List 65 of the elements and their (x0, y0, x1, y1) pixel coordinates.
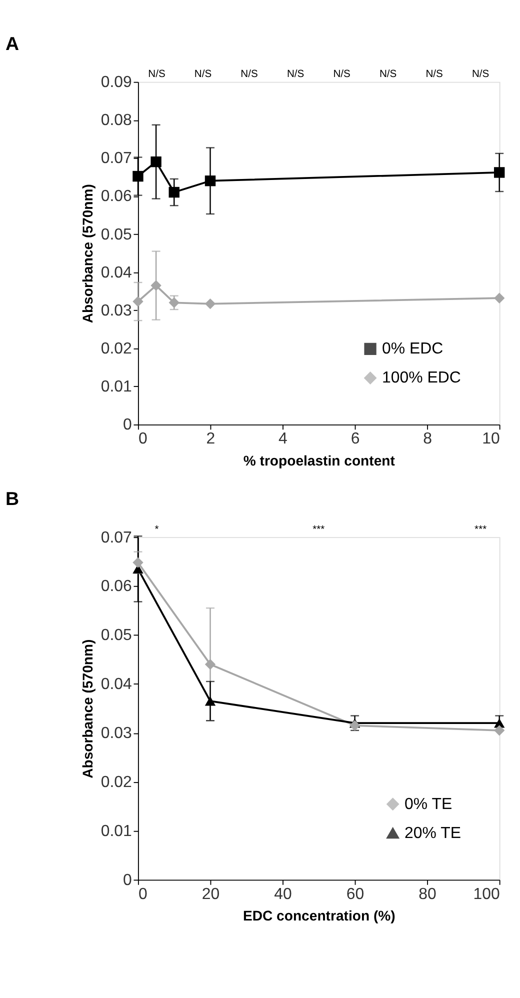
point (132, 170, 144, 182)
text: N/S (240, 69, 258, 80)
text: N/S (286, 69, 304, 80)
y-axis-title: Absorbance (570nm) (79, 639, 96, 778)
legend-label: 0% EDC (382, 340, 444, 358)
y-tick-label: 0.04 (100, 264, 132, 282)
x-axis-title: EDC concentration (%) (242, 908, 396, 924)
y-axis-title: Absorbance (570nm) (79, 184, 96, 324)
text: N/S (333, 69, 351, 80)
y-tick-label: 0.04 (100, 676, 132, 694)
chart-title: B (6, 488, 20, 510)
legend-label: 20% TE (404, 824, 461, 842)
legend-label: 100% EDC (382, 370, 461, 387)
y-tick-label: 0.03 (100, 725, 132, 742)
x-tick-label: 0 (138, 430, 148, 448)
text: N/S (148, 69, 166, 80)
point (204, 696, 216, 706)
x-tick-label: 100 (473, 886, 500, 903)
text: *** (312, 524, 325, 536)
point (132, 557, 144, 568)
text: N/S (194, 69, 212, 80)
legend-label: 0% TE (404, 796, 452, 813)
text: *** (474, 524, 487, 536)
y-tick-label: 0.03 (100, 302, 132, 320)
x-tick-label: 40 (274, 886, 292, 903)
x-tick-label: 2 (206, 430, 216, 448)
point (204, 659, 216, 670)
point (349, 720, 360, 731)
x-tick-label: 6 (350, 430, 360, 448)
y-tick-label: 0 (123, 416, 132, 434)
y-tick-label: 0.08 (100, 112, 132, 130)
y-tick-label: 0 (123, 872, 132, 889)
y-tick-label: 0.06 (100, 578, 132, 596)
y-tick-label: 0.01 (100, 378, 132, 396)
y-tick-label: 0.02 (100, 774, 132, 791)
text: N/S (426, 69, 444, 80)
x-tick-label: 60 (346, 886, 364, 903)
x-tick-label: 4 (278, 430, 288, 448)
y-tick-label: 0.06 (100, 188, 132, 206)
y-tick-label: 0.09 (100, 74, 132, 92)
y-tick-label: 0.07 (100, 529, 132, 546)
y-tick-label: 0.02 (100, 340, 132, 358)
point (204, 298, 216, 310)
point (204, 175, 216, 186)
x-tick-label: 80 (418, 886, 437, 903)
point (150, 280, 162, 291)
point (494, 292, 505, 304)
point (150, 156, 162, 168)
y-tick-label: 0.07 (100, 150, 132, 168)
x-axis-title: % tropoelastin content (243, 452, 396, 468)
y-tick-label: 0.05 (100, 627, 132, 644)
chart-title: A (6, 32, 20, 54)
point (494, 167, 505, 178)
point (168, 186, 180, 198)
point (132, 296, 144, 307)
point (494, 725, 505, 736)
x-tick-label: 20 (202, 886, 220, 903)
text: N/S (472, 69, 490, 80)
x-tick-label: 8 (423, 430, 432, 448)
y-tick-label: 0.05 (100, 226, 132, 244)
y-tick-label: 0.01 (100, 822, 132, 840)
text: N/S (379, 69, 397, 80)
x-tick-label: 0 (138, 886, 148, 903)
text: * (154, 524, 159, 536)
x-tick-label: 10 (482, 430, 500, 448)
